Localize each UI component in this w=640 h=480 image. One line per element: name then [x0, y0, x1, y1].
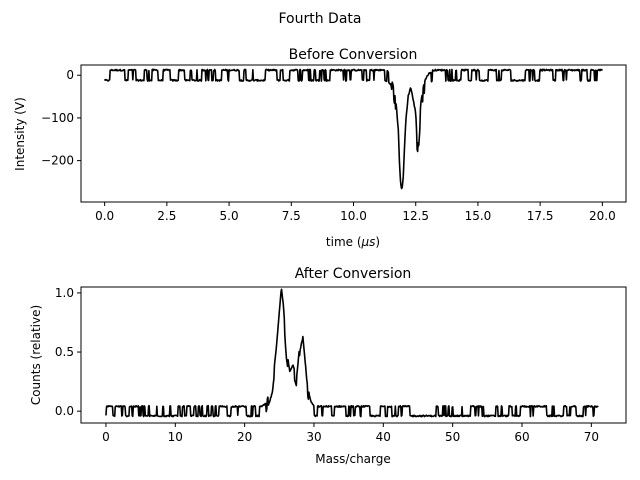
x-tick-label: 20.0	[589, 209, 616, 223]
series-line-0	[103, 68, 604, 190]
x-axis-label-text: time (	[326, 235, 362, 249]
x-tick-label: 10	[168, 430, 183, 444]
x-axis-label: Mass/charge	[315, 452, 391, 466]
y-ticks: 0.0 0.5 1.0	[55, 286, 81, 418]
x-tick-label: 10.0	[340, 209, 367, 223]
x-ticks: 0.0 2.5 5.0 7.5 10.0 12.5 15.0 17.5 20.0	[95, 202, 616, 223]
x-tick-label: 12.5	[402, 209, 429, 223]
chart-before-conversion: Before Conversion 0.0 2.5 5.0 7.5 10.0 12.5 15…	[13, 47, 627, 249]
y-ticks: 0 −100 −200	[41, 68, 81, 168]
x-tick-label: 0.0	[95, 209, 114, 223]
x-tick-label: 40	[376, 430, 391, 444]
y-tick-label: 0.5	[55, 345, 74, 359]
y-tick-label: −200	[41, 154, 74, 168]
x-tick-label: 30	[306, 430, 321, 444]
chart-title: Before Conversion	[289, 47, 418, 63]
x-tick-label: 17.5	[527, 209, 554, 223]
x-tick-label: 50	[445, 430, 460, 444]
x-tick-label: 70	[584, 430, 599, 444]
y-tick-label: 1.0	[55, 286, 74, 300]
chart-title: After Conversion	[295, 266, 412, 282]
y-axis-label: Counts (relative)	[29, 305, 43, 405]
x-axis-label-close: )	[375, 235, 380, 249]
x-tick-label: 0	[102, 430, 110, 444]
figure-suptitle: Fourth Data	[279, 11, 362, 27]
x-tick-label: 60	[514, 430, 529, 444]
x-ticks: 0 10 20 30 40 50 60 70	[102, 423, 599, 444]
y-tick-label: 0	[66, 68, 74, 82]
y-tick-label: 0.0	[55, 404, 74, 418]
x-tick-label: 20	[237, 430, 252, 444]
series-trace-group	[103, 68, 604, 190]
x-axis-label-mu: μs	[361, 235, 376, 249]
chart-after-conversion: After Conversion 0 10 20 30 40 50 60 70 0.0 0.5 1…	[29, 266, 627, 466]
x-tick-label: 7.5	[282, 209, 301, 223]
plot-frame	[80, 64, 627, 203]
series-trace-group	[105, 288, 599, 418]
series-line-0	[105, 288, 599, 418]
plot-frame	[80, 286, 627, 424]
x-tick-label: 15.0	[465, 209, 492, 223]
y-tick-label: −100	[41, 111, 74, 125]
x-tick-label: 5.0	[220, 209, 239, 223]
x-axis-label: time (μs)	[326, 235, 380, 249]
y-axis-label: Intensity (V)	[13, 97, 27, 171]
x-tick-label: 2.5	[157, 209, 176, 223]
